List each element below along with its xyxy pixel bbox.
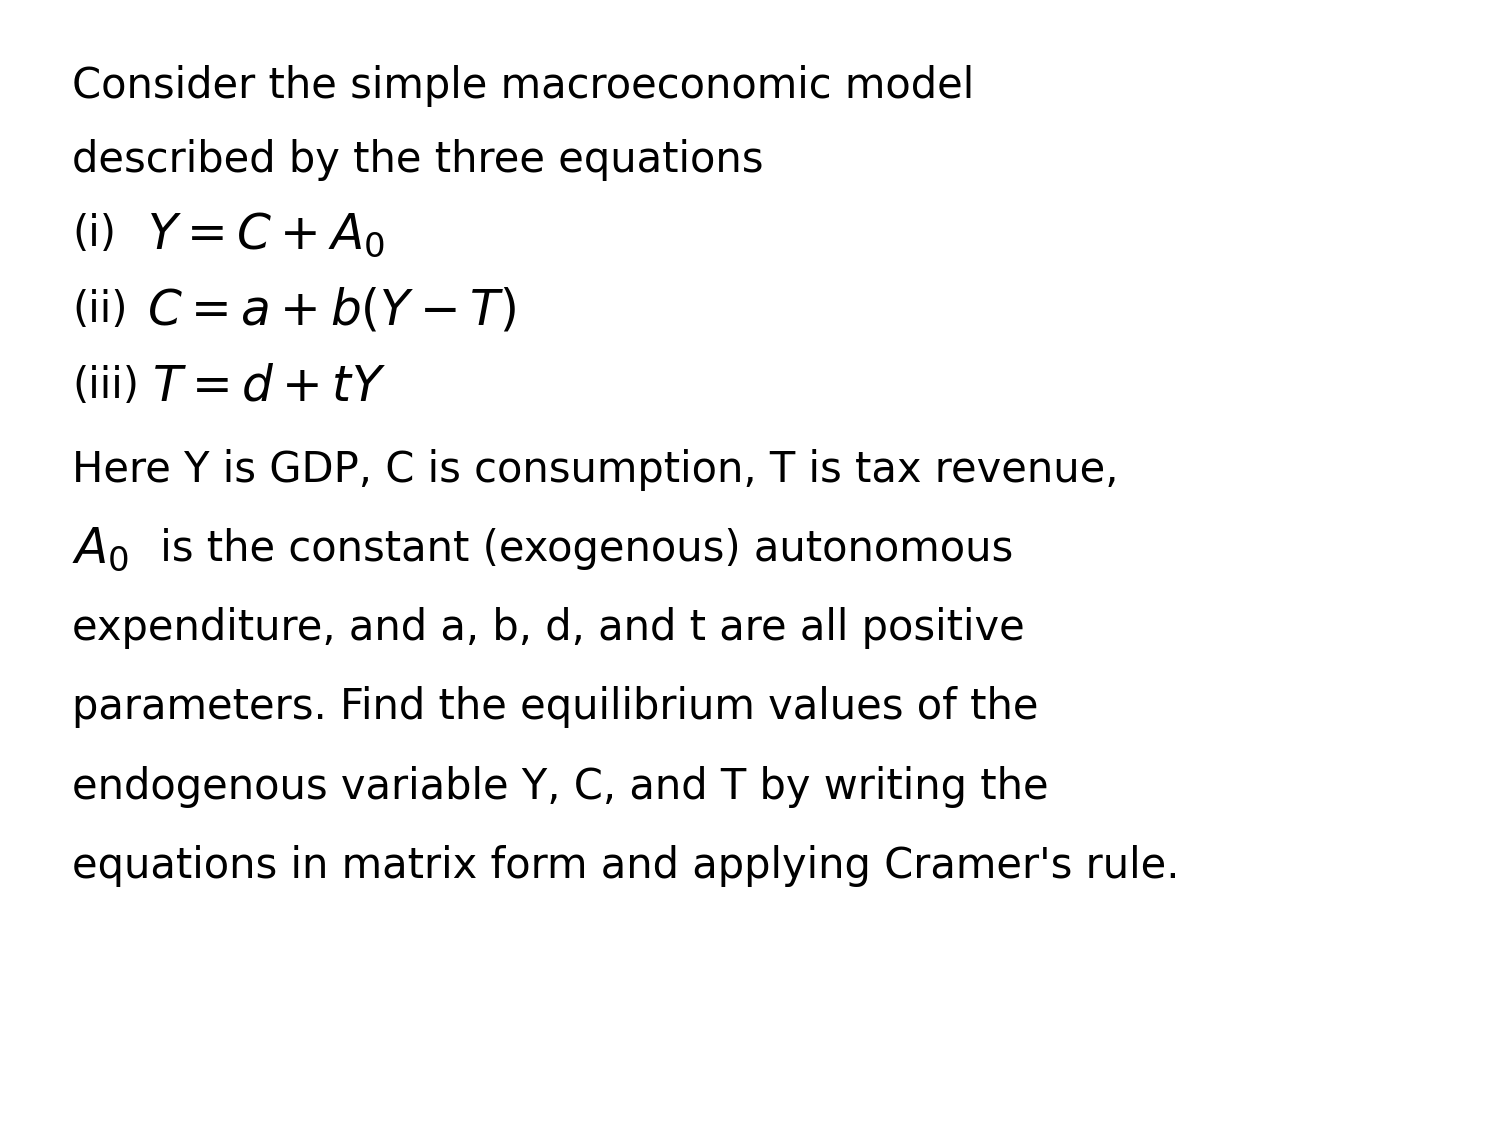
Text: described by the three equations: described by the three equations (72, 138, 764, 181)
Text: expenditure, and a, b, d, and t are all positive: expenditure, and a, b, d, and t are all … (72, 607, 1024, 650)
Text: Here Y is GDP, C is consumption, T is tax revenue,: Here Y is GDP, C is consumption, T is ta… (72, 448, 1119, 491)
Text: $C = a + b(Y - T)$: $C = a + b(Y - T)$ (147, 286, 516, 334)
Text: (i): (i) (72, 213, 116, 256)
Text: (ii): (ii) (72, 289, 128, 332)
Text: is the constant (exogenous) autonomous: is the constant (exogenous) autonomous (147, 528, 1014, 571)
Text: endogenous variable Y, C, and T by writing the: endogenous variable Y, C, and T by writi… (72, 765, 1048, 808)
Text: (iii): (iii) (72, 365, 140, 408)
Text: parameters. Find the equilibrium values of the: parameters. Find the equilibrium values … (72, 686, 1038, 729)
Text: $A_0$: $A_0$ (72, 525, 129, 573)
Text: Consider the simple macroeconomic model: Consider the simple macroeconomic model (72, 65, 975, 108)
Text: $T = d + tY$: $T = d + tY$ (152, 362, 386, 410)
Text: $Y = C + A_0$: $Y = C + A_0$ (147, 211, 384, 258)
Text: equations in matrix form and applying Cramer's rule.: equations in matrix form and applying Cr… (72, 844, 1179, 887)
